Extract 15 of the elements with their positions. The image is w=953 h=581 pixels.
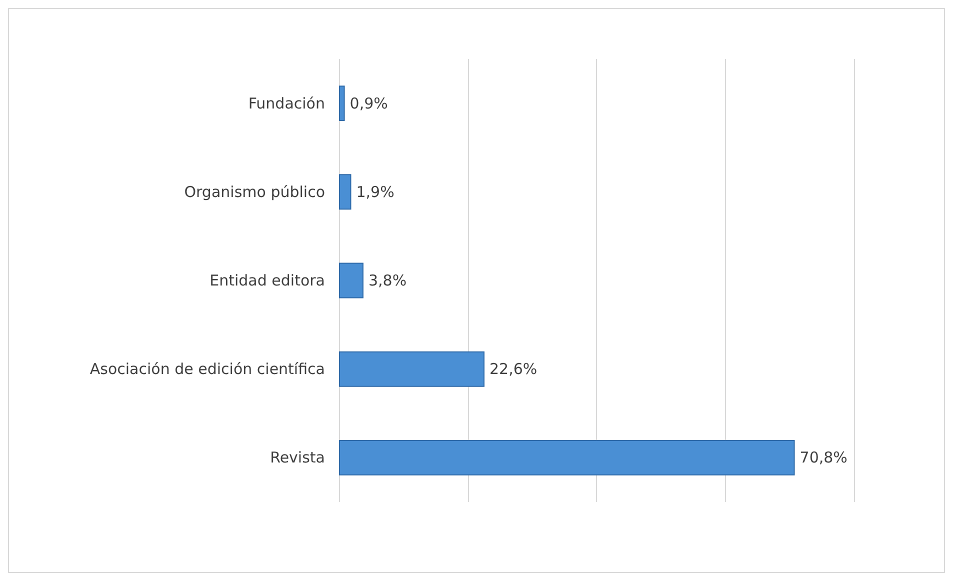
data-label: 1,9%: [356, 182, 394, 201]
data-label: 70,8%: [800, 448, 848, 467]
bar: [339, 351, 484, 387]
y-tick-label: Fundación: [248, 94, 325, 112]
data-label: 3,8%: [368, 272, 407, 290]
data-label: 0,9%: [350, 94, 388, 112]
bar: [339, 440, 795, 476]
y-tick-label: Asociación de edición científica: [90, 360, 325, 378]
bar: [339, 174, 352, 210]
data-label: 22,6%: [489, 360, 538, 378]
y-tick-label: Organismo público: [184, 182, 325, 201]
y-tick-label: Entidad editora: [210, 272, 325, 290]
y-tick-label: Revista: [270, 448, 325, 467]
bar: [339, 86, 345, 122]
bar: [339, 262, 364, 298]
